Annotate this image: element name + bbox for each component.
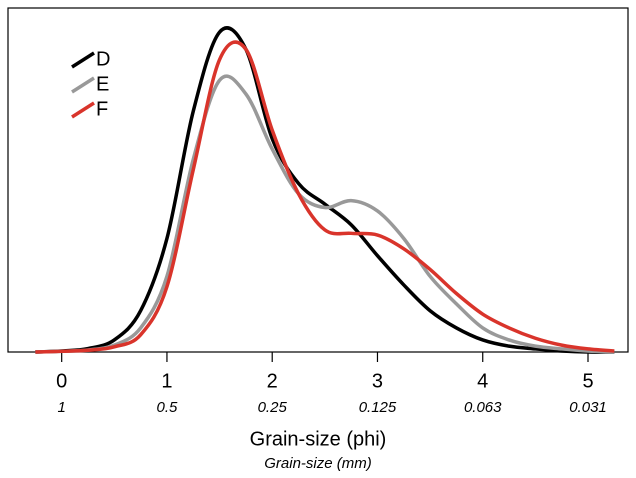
x-axis-title: Grain-size (phi) bbox=[250, 428, 387, 450]
legend-label: F bbox=[96, 98, 108, 120]
x-tick-label: 3 bbox=[372, 370, 383, 392]
legend-label: D bbox=[96, 48, 110, 70]
x2-tick-label: 0.25 bbox=[258, 399, 288, 416]
legend-label: E bbox=[96, 73, 109, 95]
density-line bbox=[35, 26, 615, 354]
x2-tick-label: 0.063 bbox=[464, 399, 502, 416]
x2-tick-label: 0.031 bbox=[569, 399, 607, 416]
x2-tick-label: 1 bbox=[58, 399, 66, 416]
x-tick-label: 0 bbox=[56, 370, 67, 392]
legend-swatch bbox=[71, 51, 95, 69]
x2-tick-label: 0.125 bbox=[359, 399, 397, 416]
x-tick-label: 5 bbox=[582, 370, 593, 392]
density-line bbox=[35, 40, 615, 354]
density-line bbox=[35, 74, 615, 354]
legend-swatch bbox=[71, 101, 95, 119]
x2-axis-title: Grain-size (mm) bbox=[264, 455, 372, 472]
legend-swatch bbox=[71, 76, 95, 94]
x-tick-label: 2 bbox=[267, 370, 278, 392]
x2-tick-label: 0.5 bbox=[157, 399, 179, 416]
x-tick-label: 4 bbox=[477, 370, 488, 392]
plot-frame bbox=[7, 7, 629, 353]
x-tick-label: 1 bbox=[161, 370, 172, 392]
